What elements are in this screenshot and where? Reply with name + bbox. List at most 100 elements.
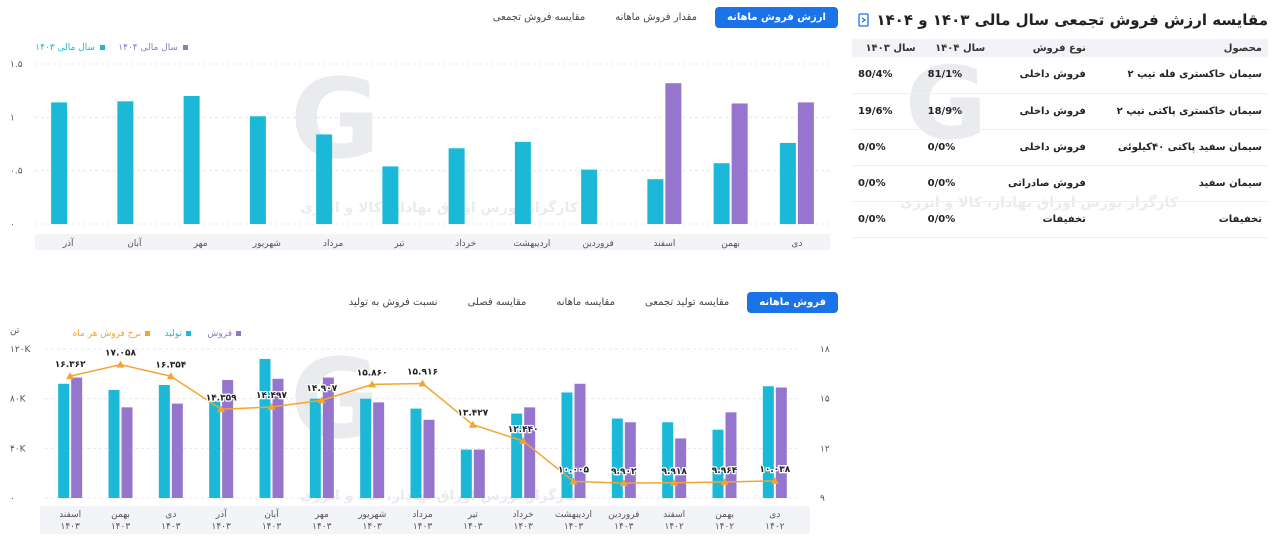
legend-label-1404: سال مالی ۱۴۰۴	[118, 43, 178, 53]
table-cell: فروش داخلی	[991, 129, 1092, 166]
rate-data-label: ۱۶.۳۶۲	[55, 360, 86, 370]
x-tick-label: ۱۴۰۳	[60, 522, 80, 532]
production-bar	[360, 398, 372, 498]
rate-point	[166, 372, 175, 380]
x-tick-label: فروردین	[582, 239, 613, 249]
bar-1404	[797, 102, 814, 224]
bar-1403	[581, 169, 598, 224]
y-right-tick-label: ۱۲	[820, 444, 830, 454]
x-tick-label: آبان	[127, 237, 142, 249]
rate-point	[368, 380, 377, 388]
sales-bar	[423, 419, 435, 498]
tab-monthly-sales-quantity[interactable]: مقدار فروش ماهانه	[615, 12, 698, 23]
x-tick-label: بهمن	[715, 510, 734, 520]
x-axis-band	[35, 234, 830, 250]
rate-data-label: ۱۰.۰۰۵	[558, 465, 589, 475]
x-tick-label: فروردین	[608, 510, 639, 520]
x-tick-label: اردیبهشت	[513, 239, 550, 249]
x-tick-label: دی	[769, 510, 780, 520]
sales-bar	[524, 407, 536, 498]
table-cell: 0/0%	[921, 201, 992, 238]
x-tick-label: اسفند	[59, 510, 81, 520]
tab-cumulative-sales-comparison[interactable]: مقایسه فروش تجمعی	[492, 12, 586, 23]
production-bar	[410, 408, 422, 498]
legend-swatch-sales	[236, 331, 241, 336]
tab-seasonal-comparison[interactable]: مقایسه فصلی	[467, 297, 527, 308]
sales-bar	[725, 412, 737, 498]
production-bar	[259, 358, 271, 498]
rate-data-label: ۱۴.۹۰۷	[306, 384, 337, 394]
bar-1403	[382, 166, 399, 224]
x-tick-label: بهمن	[721, 239, 740, 249]
x-tick-label: ۱۴۰۲	[664, 522, 684, 532]
bar-1403	[316, 134, 333, 224]
rate-point	[770, 476, 779, 484]
bar-1403	[249, 116, 266, 224]
production-bar	[561, 392, 573, 498]
x-tick-label: ۱۴۰۳	[111, 522, 131, 532]
sales-bar	[171, 403, 183, 498]
rate-data-label: ۱۵.۸۶۰	[357, 368, 388, 378]
x-tick-label: بهمن	[111, 510, 130, 520]
rate-data-label: ۱۲.۴۴۰	[508, 425, 539, 435]
table-row: سیمان سفید فروش صادراتی 0/0% 0/0%	[852, 165, 1268, 202]
sales-bar	[222, 380, 234, 498]
rate-point	[619, 479, 628, 487]
table-row: سیمان سفید پاکتی ۴۰کیلوئی فروش داخلی 0/0…	[852, 129, 1268, 166]
table-cell: 80/4%	[852, 57, 922, 94]
bar-1403	[183, 96, 200, 224]
rate-point	[519, 437, 528, 445]
bar-1404	[731, 103, 748, 224]
x-tick-label: آذر	[215, 508, 227, 520]
y-tick-label: ۰.۵	[10, 167, 23, 177]
production-bar	[460, 449, 472, 498]
rate-point	[66, 372, 75, 380]
production-bar	[108, 389, 120, 498]
x-tick-label: ۱۴۰۳	[564, 522, 584, 532]
production-bar	[58, 383, 70, 498]
unit-label: تن	[10, 326, 20, 336]
top-chart-tabs: ارزش فروش ماهانه مقدار فروش ماهانه مقایس…	[481, 7, 838, 28]
bar-1403	[117, 101, 134, 224]
table-cell: 0/0%	[852, 201, 922, 238]
bar-1403	[448, 148, 465, 224]
sales-bar	[322, 377, 334, 498]
x-tick-label: شهریور	[357, 510, 386, 520]
x-tick-label: دی	[165, 510, 176, 520]
tab-monthly-sales[interactable]: فروش ماهانه	[747, 292, 838, 313]
table-cell: سیمان سفید	[1091, 165, 1268, 202]
x-tick-label: ۱۴۰۳	[513, 522, 533, 532]
legend-swatch-1403	[100, 45, 105, 50]
x-tick-label: مرداد	[412, 510, 432, 520]
rate-point	[418, 379, 427, 387]
x-tick-label: اسفند	[663, 510, 685, 520]
legend-swatch-rate	[145, 331, 150, 336]
sales-bar	[71, 377, 83, 498]
page-title: مقایسه ارزش فروش تجمعی سال مالی ۱۴۰۳ و ۱…	[876, 11, 1268, 29]
x-tick-label: ۱۴۰۳	[463, 522, 483, 532]
table-cell: 0/0%	[921, 165, 992, 202]
y-left-tick-label: ۰	[10, 494, 15, 504]
export-icon[interactable]	[857, 12, 871, 27]
tab-sales-to-production-ratio[interactable]: نسبت فروش به تولید	[348, 297, 438, 308]
table-cell: 0/0%	[852, 129, 922, 166]
rate-data-label: ۹.۹۰۲	[611, 467, 637, 477]
tab-monthly-sales-value[interactable]: ارزش فروش ماهانه	[715, 7, 838, 28]
x-tick-label: آذر	[62, 237, 74, 249]
bar-1403	[514, 141, 531, 224]
table-cell: فروش داخلی	[991, 57, 1092, 94]
table-header: محصول	[1091, 39, 1268, 57]
y-right-tick-label: ۱۵	[820, 395, 830, 405]
table-cell: سیمان خاکستری فله تیپ ۲	[1091, 57, 1268, 94]
tab-cumulative-production[interactable]: مقایسه تولید تجمعی	[644, 297, 730, 308]
tab-monthly-comparison[interactable]: مقایسه ماهانه	[556, 297, 615, 308]
x-tick-label: ۱۴۰۳	[262, 522, 282, 532]
production-bar	[662, 422, 674, 498]
sales-bar	[121, 407, 133, 498]
table-cell: 81/1%	[921, 57, 992, 94]
y-tick-label: ۱.۵	[10, 60, 23, 70]
monthly-sales-value-chart: ۰ ۰.۵ ۱ ۱.۵ دی بهمن اسفند فروردین اردیبهشت خرداد ت…	[10, 43, 830, 250]
x-tick-label: مهر	[314, 510, 329, 520]
rate-data-label: ۱۷.۰۵۸	[105, 349, 136, 359]
production-bar	[511, 413, 523, 498]
